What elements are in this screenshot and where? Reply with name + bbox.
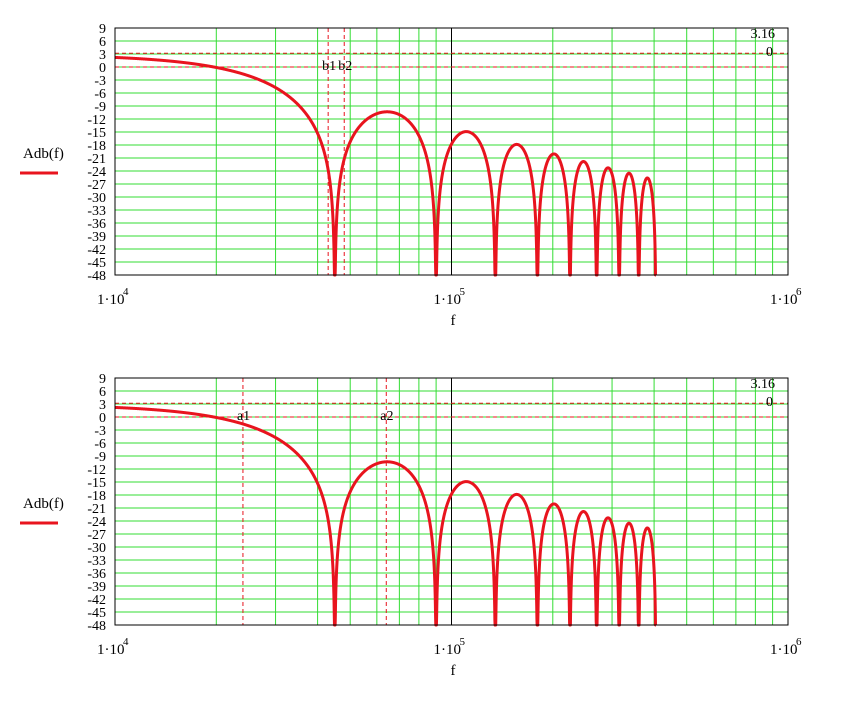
y-axis-label: Adb(f) bbox=[23, 496, 64, 512]
hmarker-label: 0 bbox=[766, 45, 773, 60]
y-tick-label: -30 bbox=[87, 541, 106, 556]
hmarker-label: 3.16 bbox=[751, 27, 776, 42]
vmarker-label: b1 bbox=[322, 59, 336, 74]
vmarker-label: a2 bbox=[380, 409, 393, 424]
y-tick-label: -6 bbox=[94, 437, 106, 452]
x-tick-base: 1·10 bbox=[434, 642, 462, 658]
y-tick-label: -12 bbox=[87, 113, 106, 128]
plot-frame bbox=[114, 377, 789, 626]
y-tick-label: -27 bbox=[87, 178, 106, 193]
vmarker-label: b2 bbox=[338, 59, 352, 74]
hmarker-label: 0 bbox=[766, 395, 773, 410]
series-line-adb bbox=[113, 405, 658, 627]
x-tick-exponent: 4 bbox=[123, 636, 129, 648]
x-tick-base: 1·10 bbox=[97, 292, 125, 308]
y-tick-label: -9 bbox=[94, 450, 106, 465]
y-tick-label: -48 bbox=[87, 269, 106, 284]
x-tick-base: 1·10 bbox=[97, 642, 125, 658]
y-tick-label: -42 bbox=[87, 593, 106, 608]
y-tick-label: 3 bbox=[99, 398, 106, 413]
plot-frame bbox=[114, 27, 789, 276]
x-tick-exponent: 5 bbox=[460, 636, 466, 648]
chart-top: 3.16 0 b1 b2 9 6 3 0 -3 -6 -9 -12 -15 -18 -21 -24 -27 -30… bbox=[0, 0, 852, 340]
x-tick-base: 1·10 bbox=[434, 292, 462, 308]
y-tick-label: -39 bbox=[87, 230, 106, 245]
y-tick-label: 9 bbox=[99, 22, 106, 37]
y-tick-label: 9 bbox=[99, 372, 106, 387]
hmarker-label: 3.16 bbox=[751, 377, 776, 392]
y-tick-label: -39 bbox=[87, 580, 106, 595]
y-tick-label: -12 bbox=[87, 463, 106, 478]
y-tick-label: 3 bbox=[99, 48, 106, 63]
x-tick-label: 1·106 bbox=[770, 636, 802, 658]
x-axis-label: f bbox=[451, 313, 456, 329]
y-tick-label: -15 bbox=[87, 126, 106, 141]
y-tick-label: -6 bbox=[94, 87, 106, 102]
y-tick-label: -36 bbox=[87, 217, 106, 232]
y-tick-label: -24 bbox=[87, 165, 106, 180]
y-tick-label: -24 bbox=[87, 515, 106, 530]
y-tick-label: -33 bbox=[87, 554, 106, 569]
y-tick-label: 0 bbox=[99, 61, 106, 76]
y-tick-label: -36 bbox=[87, 567, 106, 582]
x-tick-base: 1·10 bbox=[770, 642, 798, 658]
y-tick-label: -18 bbox=[87, 139, 106, 154]
y-tick-label: -33 bbox=[87, 204, 106, 219]
series-line-adb bbox=[113, 55, 658, 277]
x-tick-label: 1·106 bbox=[770, 286, 802, 308]
x-tick-label: 1·105 bbox=[434, 636, 466, 658]
x-tick-base: 1·10 bbox=[770, 292, 798, 308]
y-tick-label: -18 bbox=[87, 489, 106, 504]
y-tick-label: -3 bbox=[94, 424, 106, 439]
x-axis-label: f bbox=[451, 663, 456, 679]
x-tick-label: 1·105 bbox=[434, 286, 466, 308]
y-tick-label: 6 bbox=[99, 35, 106, 50]
x-tick-exponent: 6 bbox=[796, 286, 802, 298]
y-tick-label: 0 bbox=[99, 411, 106, 426]
x-tick-exponent: 5 bbox=[460, 286, 466, 298]
chart-bottom: 3.16 0 a1 a2 9 6 3 0 -3 -6 -9 -12 -15 -18 -21 -24 -27 -30… bbox=[0, 350, 852, 690]
x-tick-exponent: 6 bbox=[796, 636, 802, 648]
y-tick-label: -45 bbox=[87, 606, 106, 621]
x-tick-label: 1·104 bbox=[97, 636, 129, 658]
x-tick-label: 1·104 bbox=[97, 286, 129, 308]
y-tick-label: -21 bbox=[87, 152, 106, 167]
y-tick-label: -48 bbox=[87, 619, 106, 634]
y-tick-label: -45 bbox=[87, 256, 106, 271]
y-axis-label: Adb(f) bbox=[23, 146, 64, 162]
y-tick-label: -27 bbox=[87, 528, 106, 543]
y-tick-label: -21 bbox=[87, 502, 106, 517]
y-tick-label: -42 bbox=[87, 243, 106, 258]
y-tick-label: 6 bbox=[99, 385, 106, 400]
y-tick-label: -15 bbox=[87, 476, 106, 491]
y-tick-label: -9 bbox=[94, 100, 106, 115]
y-tick-label: -30 bbox=[87, 191, 106, 206]
vmarker-label: a1 bbox=[237, 409, 250, 424]
y-tick-label: -3 bbox=[94, 74, 106, 89]
x-tick-exponent: 4 bbox=[123, 286, 129, 298]
